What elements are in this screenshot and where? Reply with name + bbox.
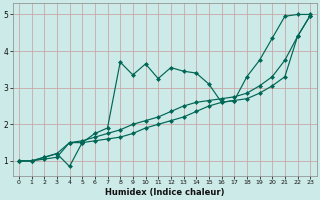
X-axis label: Humidex (Indice chaleur): Humidex (Indice chaleur) bbox=[105, 188, 224, 197]
